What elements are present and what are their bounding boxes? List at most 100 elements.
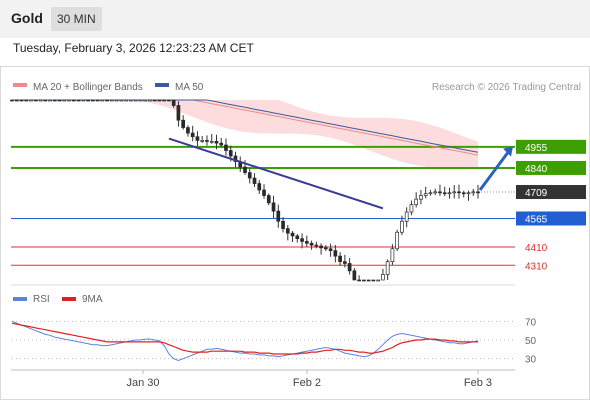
- level-tag-last: [516, 185, 586, 200]
- level-tag-resistance: [516, 139, 586, 154]
- candle-body: [428, 192, 433, 195]
- candle-body: [252, 177, 257, 184]
- candle-body: [362, 279, 366, 282]
- candle-body: [471, 191, 476, 194]
- candle-body: [148, 99, 152, 102]
- level-label-resistance: 4955: [525, 143, 548, 154]
- rsi-tick-label: 50: [525, 336, 537, 347]
- candle-body: [124, 99, 128, 102]
- candle-body: [100, 99, 105, 102]
- candle-body: [14, 99, 19, 102]
- candle-body: [457, 191, 461, 194]
- candle-body: [309, 242, 314, 246]
- candle-body: [143, 99, 147, 102]
- candle-body: [423, 193, 428, 196]
- candle-body: [400, 220, 404, 233]
- candle-body: [19, 99, 24, 102]
- candle-body: [376, 279, 380, 282]
- candle-body: [29, 99, 33, 102]
- timestamp: Tuesday, February 3, 2026 12:23:23 AM CE…: [13, 41, 254, 55]
- ma9-legend-label: 9MA: [82, 294, 103, 305]
- candle-body: [224, 144, 228, 151]
- rsi-legend: RSI 9MA: [13, 294, 103, 305]
- candle-body: [247, 172, 252, 179]
- ma20-legend-swatch: [13, 83, 27, 87]
- candle-body: [152, 99, 157, 102]
- candle-body: [190, 132, 195, 138]
- level-tag-resistance: [516, 160, 586, 175]
- x-tick-label: Jan 30: [126, 377, 159, 389]
- rsi-legend-swatch: [13, 297, 27, 301]
- candle-body: [43, 99, 48, 102]
- candle-body: [452, 191, 457, 194]
- header-bar: Gold 30 MIN: [0, 0, 590, 38]
- candle-body: [157, 99, 162, 102]
- candle-body: [129, 99, 133, 102]
- candle-body: [162, 99, 167, 102]
- candle-body: [314, 244, 319, 247]
- candle-body: [33, 99, 38, 102]
- candle-body: [262, 189, 266, 196]
- candle-body: [366, 279, 371, 282]
- candle-body: [71, 99, 76, 102]
- candle-body: [167, 99, 171, 102]
- candle-body: [395, 231, 400, 250]
- rsi-lines: [11, 320, 479, 362]
- x-tick-label: Feb 3: [464, 377, 492, 389]
- candle-body: [371, 279, 376, 282]
- candle-body: [195, 136, 200, 141]
- candle-body: [62, 99, 67, 102]
- candle-body: [447, 192, 452, 195]
- candle-body: [381, 274, 385, 281]
- x-axis: Jan 30 Feb 2 Feb 3: [126, 370, 492, 389]
- candle-body: [461, 192, 466, 195]
- rsi-grid: 70 50 30: [12, 317, 537, 366]
- main-legend: MA 20 + Bollinger Bands MA 50 Research ©…: [13, 82, 581, 93]
- candle-body: [285, 228, 290, 234]
- candle-body: [90, 99, 95, 102]
- candle-body: [414, 198, 419, 206]
- timeframe-button[interactable]: 30 MIN: [51, 7, 102, 31]
- level-label-last: 4709: [525, 188, 548, 199]
- rsi-line: [11, 320, 479, 362]
- credit-label: Research © 2026 Trading Central: [432, 82, 581, 93]
- projection-arrowhead: [503, 146, 513, 157]
- candle-body: [48, 99, 52, 102]
- candle-body: [114, 99, 119, 102]
- price-level-labels: 4955 4840 4709 4565 4410 4310: [516, 139, 586, 272]
- candle-body: [105, 99, 109, 102]
- candle-body: [404, 211, 409, 222]
- candle-body: [110, 99, 114, 102]
- candle-body: [119, 99, 124, 102]
- candle-body: [52, 99, 57, 102]
- rsi-ma9-line: [11, 322, 478, 355]
- level-label-resistance: 4840: [525, 164, 548, 175]
- candle-body: [95, 99, 100, 102]
- candle-body: [257, 183, 262, 191]
- candle-body: [24, 99, 29, 102]
- downtrend-line: [168, 137, 384, 210]
- candle-body: [304, 241, 309, 244]
- projection-arrow: [478, 148, 512, 191]
- candle-body: [200, 140, 205, 142]
- candle-body: [319, 245, 323, 249]
- candle-body: [343, 261, 347, 264]
- candle-body: [271, 202, 276, 212]
- candle-body: [338, 255, 342, 262]
- candle-body: [433, 191, 438, 194]
- candle-body: [442, 192, 447, 195]
- candle-body: [419, 195, 423, 200]
- candle-body: [328, 248, 333, 251]
- candle-body: [176, 105, 181, 121]
- candle-body: [243, 166, 247, 173]
- ma50-legend-swatch: [155, 83, 169, 87]
- ma20-legend-label: MA 20 + Bollinger Bands: [33, 82, 143, 93]
- ma9-legend-swatch: [62, 297, 76, 301]
- candle-body: [10, 99, 14, 102]
- candle-body: [186, 127, 190, 134]
- candle-body: [352, 270, 357, 281]
- candle-body: [228, 150, 233, 157]
- candle-body: [38, 99, 43, 102]
- trendline-layer: [168, 137, 513, 210]
